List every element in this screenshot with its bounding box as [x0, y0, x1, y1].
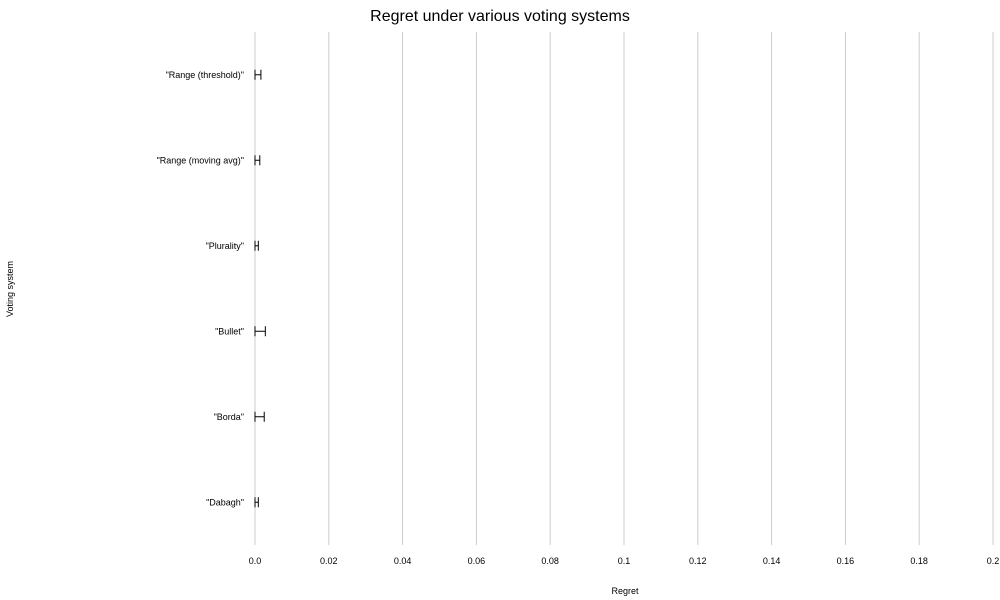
category-labels: "Range (threshold)" "Range (moving avg)" "…: [157, 70, 244, 508]
category-label: "Range (moving avg)": [157, 155, 244, 165]
x-tick-label: 0.18: [910, 556, 928, 566]
error-bar: [254, 240, 259, 251]
x-tick-label: 0.08: [541, 556, 559, 566]
category-label: "Range (threshold)": [166, 70, 244, 80]
x-tick-label: 0.1: [618, 556, 631, 566]
y-axis-label: Voting system: [5, 261, 15, 317]
error-bars: [254, 69, 266, 508]
category-label: "Plurality": [206, 241, 244, 251]
category-label: "Dabagh": [206, 497, 244, 507]
grid-lines: [254, 32, 994, 545]
x-tick-label: 0.0: [249, 556, 262, 566]
error-bar: [254, 326, 266, 337]
category-label: "Borda": [214, 412, 244, 422]
x-tick-label: 0.16: [837, 556, 855, 566]
error-bar: [254, 69, 262, 80]
error-bar: [254, 411, 265, 422]
x-tick-label: 0.12: [689, 556, 707, 566]
x-axis-label: Regret: [611, 586, 639, 596]
error-bar: [254, 497, 259, 508]
x-tick-labels: 0.0 0.02 0.04 0.06 0.08 0.1 0.12 0.14 0.16 0.18 0.…: [249, 556, 1000, 566]
x-tick-label: 0.2: [987, 556, 1000, 566]
chart-title: Regret under various voting systems: [370, 8, 630, 25]
error-bar: [254, 155, 261, 166]
category-label: "Bullet": [215, 326, 244, 336]
x-tick-label: 0.14: [763, 556, 781, 566]
x-tick-label: 0.04: [394, 556, 412, 566]
x-tick-label: 0.02: [320, 556, 338, 566]
x-tick-label: 0.06: [468, 556, 486, 566]
